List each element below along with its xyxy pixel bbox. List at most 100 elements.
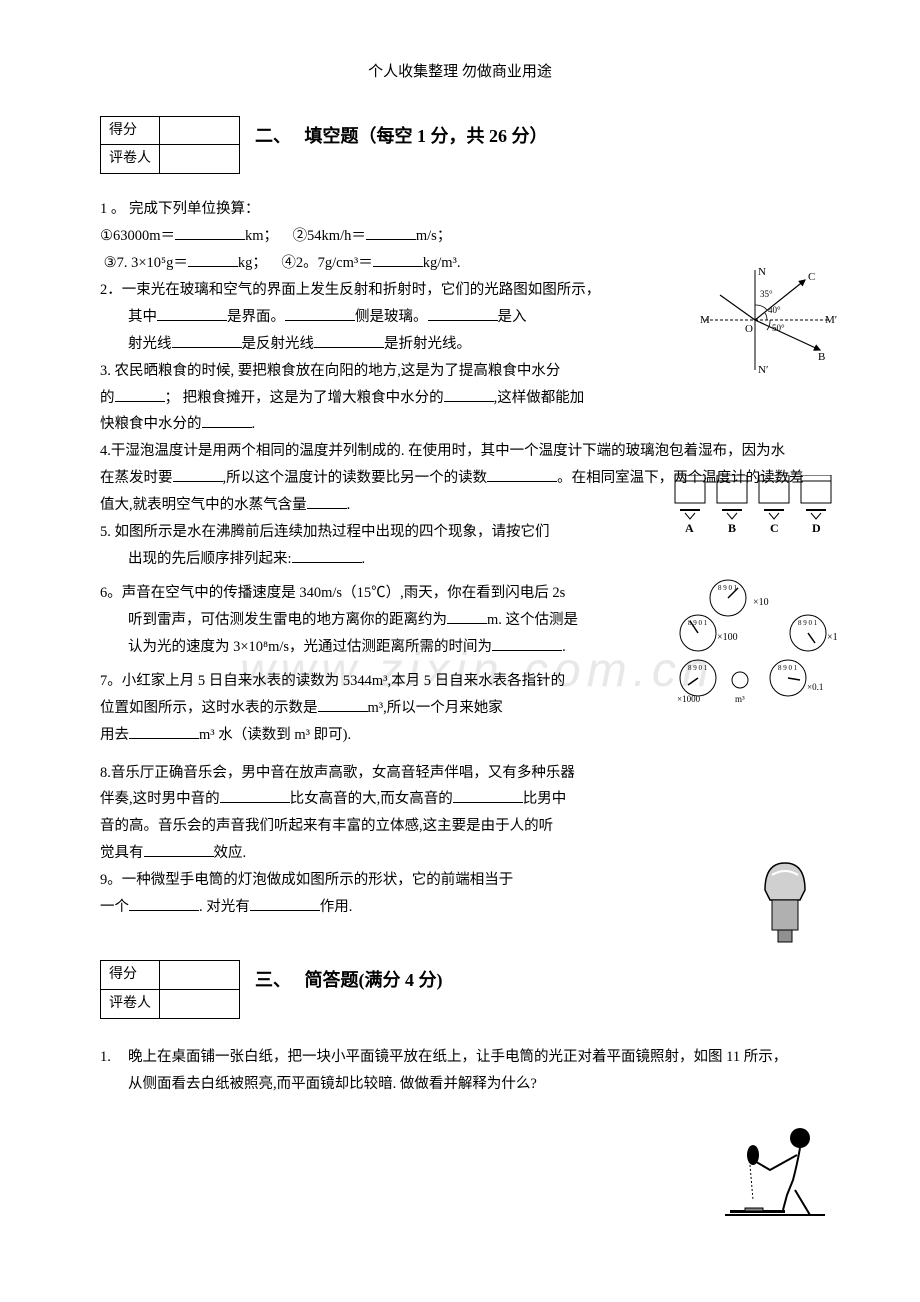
q3-1: 1.晚上在桌面铺一张白纸，把一块小平面镜平放在纸上，让手电筒的光正对着平面镜照射… bbox=[100, 1046, 820, 1070]
section3-title: 三、 简答题(满分 4 分) bbox=[255, 960, 820, 996]
section2-title: 二、 填空题（每空 1 分，共 26 分） bbox=[255, 116, 820, 152]
q5-l2: 出现的先后顺序排列起来:. bbox=[100, 548, 820, 572]
grader-label: 评卷人 bbox=[101, 145, 160, 174]
q8-l1: 8.音乐厅正确音乐会，男中音在放声高歌，女高音轻声伴唱，又有多种乐器 bbox=[100, 762, 820, 786]
q2l3b: 是反射光线 bbox=[242, 336, 315, 352]
q8l4a: 觉具有 bbox=[100, 845, 144, 861]
q4-l1: 4.干湿泡温度计是用两个相同的温度并列制成的. 在使用时，其中一个温度计下端的玻… bbox=[100, 440, 820, 464]
blank bbox=[373, 252, 423, 267]
section2-num: 二、 bbox=[255, 126, 291, 146]
blank bbox=[157, 306, 227, 321]
q4l2b: ,所以这个温度计的读数要比另一个的读数 bbox=[223, 470, 488, 486]
q1d: ④2。7g/cm³＝ bbox=[281, 255, 372, 271]
q8-l2: 伴奏,这时男中音的比女高音的大,而女高音的比男中 bbox=[100, 788, 820, 812]
svg-text:D: D bbox=[812, 521, 821, 535]
q3-l2: 的； 把粮食摊开，这是为了增大粮食中水分的,这样做都能加 bbox=[100, 387, 820, 411]
q3-1-l2: 从侧面看去白纸被照亮,而平面镜却比较暗. 做做看并解释为什么? bbox=[100, 1073, 820, 1097]
score-label: 得分 bbox=[101, 116, 160, 145]
q1-lead: 1 。 完成下列单位换算： bbox=[100, 198, 820, 222]
q8l4b: 效应. bbox=[214, 845, 247, 861]
q9l2a: 一个 bbox=[100, 899, 129, 915]
q8l2b: 比女高音的大,而女高音的 bbox=[290, 791, 453, 807]
q7l2a: 位置如图所示，这时水表的示数是 bbox=[100, 700, 318, 716]
q7l3b: m³ 水（读数到 m³ 即可). bbox=[199, 727, 351, 743]
q4l3b: . bbox=[347, 497, 351, 513]
blank bbox=[115, 387, 165, 402]
score-label: 得分 bbox=[101, 961, 160, 990]
grader-cell bbox=[160, 989, 240, 1018]
blank bbox=[129, 724, 199, 739]
score-box-section2: 得分 评卷人 bbox=[100, 116, 240, 175]
blank bbox=[250, 897, 320, 912]
q9l2b: . 对光有 bbox=[199, 899, 250, 915]
blank bbox=[129, 897, 199, 912]
q4l3a: 值大,就表明空气中的水蒸气含量 bbox=[100, 497, 307, 513]
score-box-section3: 得分 评卷人 bbox=[100, 960, 240, 1019]
bulb-diagram bbox=[750, 855, 820, 945]
svg-text:35°: 35° bbox=[760, 289, 773, 299]
q8-l4: 觉具有 效应. bbox=[100, 842, 820, 866]
svg-text:A: A bbox=[685, 521, 694, 535]
blank bbox=[318, 697, 368, 712]
q9l2c: 作用. bbox=[320, 899, 353, 915]
svg-text:B: B bbox=[818, 351, 825, 363]
blank bbox=[188, 252, 238, 267]
blank bbox=[292, 549, 362, 564]
svg-text:M: M bbox=[700, 314, 710, 326]
blank bbox=[144, 843, 214, 858]
q5l2b: . bbox=[362, 551, 366, 567]
svg-text:O: O bbox=[745, 323, 753, 335]
blank bbox=[366, 226, 416, 241]
svg-text:N′: N′ bbox=[758, 364, 768, 375]
svg-text:N: N bbox=[758, 266, 766, 278]
grader-cell bbox=[160, 145, 240, 174]
svg-text:8 9 0 1: 8 9 0 1 bbox=[798, 619, 818, 627]
section2-title-text: 填空题（每空 1 分，共 26 分） bbox=[305, 126, 548, 146]
q2l3c: 是折射光线。 bbox=[384, 336, 471, 352]
blank bbox=[307, 495, 347, 510]
q31num: 1. bbox=[100, 1046, 128, 1070]
svg-text:×10: ×10 bbox=[753, 597, 769, 608]
blank bbox=[173, 468, 223, 483]
blank bbox=[453, 789, 523, 804]
svg-text:C: C bbox=[808, 271, 815, 283]
blank bbox=[492, 636, 562, 651]
svg-text:×1: ×1 bbox=[827, 632, 838, 643]
q6l3a: 认为光的速度为 3×10⁸m/s，光通过估测距离所需的时间为 bbox=[128, 639, 492, 655]
q2l2d: 是入 bbox=[498, 309, 527, 325]
q3-l3: 快粮食中水分的. bbox=[100, 413, 820, 437]
q2l2a: 其中 bbox=[128, 309, 157, 325]
q1b: ②54km/h＝ bbox=[293, 228, 366, 244]
svg-text:8 9 0 1: 8 9 0 1 bbox=[718, 584, 738, 592]
q1b2: m/s； bbox=[416, 228, 451, 244]
svg-text:8 9 0 1: 8 9 0 1 bbox=[688, 664, 708, 672]
q1d2: kg/m³. bbox=[423, 255, 461, 271]
blank bbox=[220, 789, 290, 804]
q5l2a: 出现的先后顺序排列起来: bbox=[128, 551, 292, 567]
score-cell bbox=[160, 116, 240, 145]
q1a: ①63000m＝ bbox=[100, 228, 175, 244]
svg-text:×1000: ×1000 bbox=[677, 694, 701, 704]
q3l2a: 的 bbox=[100, 390, 115, 406]
blank bbox=[202, 414, 252, 429]
header-note: 个人收集整理 勿做商业用途 bbox=[100, 60, 820, 86]
svg-text:M′: M′ bbox=[825, 314, 837, 326]
section3-title-text: 简答题(满分 4 分) bbox=[305, 970, 443, 990]
water-meter-diagram: 8 9 0 1 ×10 8 9 0 1 ×100 8 9 0 1 ×1 8 9 … bbox=[675, 575, 845, 705]
q1a2: km； bbox=[245, 228, 278, 244]
q8l2a: 伴奏,这时男中音的 bbox=[100, 791, 220, 807]
q3l2b: ； 把粮食摊开，这是为了增大粮食中水分的 bbox=[165, 390, 444, 406]
svg-text:8 9 0 1: 8 9 0 1 bbox=[778, 664, 798, 672]
optics-diagram: N C 35° 40° M O 50° M′ B N′ bbox=[700, 265, 840, 375]
blank bbox=[444, 387, 494, 402]
q7l2b: m³,所以一个月来她家 bbox=[368, 700, 503, 716]
q2l3a: 射光线 bbox=[128, 336, 172, 352]
blank bbox=[428, 306, 498, 321]
q3l3a: 快粮食中水分的 bbox=[100, 416, 202, 432]
q6l3b: . bbox=[562, 639, 566, 655]
blank bbox=[175, 226, 245, 241]
q2l2b: 是界面。 bbox=[227, 309, 285, 325]
svg-text:C: C bbox=[770, 521, 779, 535]
q3l3b: . bbox=[252, 416, 256, 432]
q4l2a: 在蒸发时要 bbox=[100, 470, 173, 486]
